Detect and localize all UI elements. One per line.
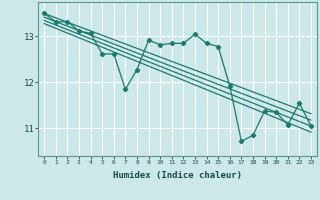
X-axis label: Humidex (Indice chaleur): Humidex (Indice chaleur) <box>113 171 242 180</box>
